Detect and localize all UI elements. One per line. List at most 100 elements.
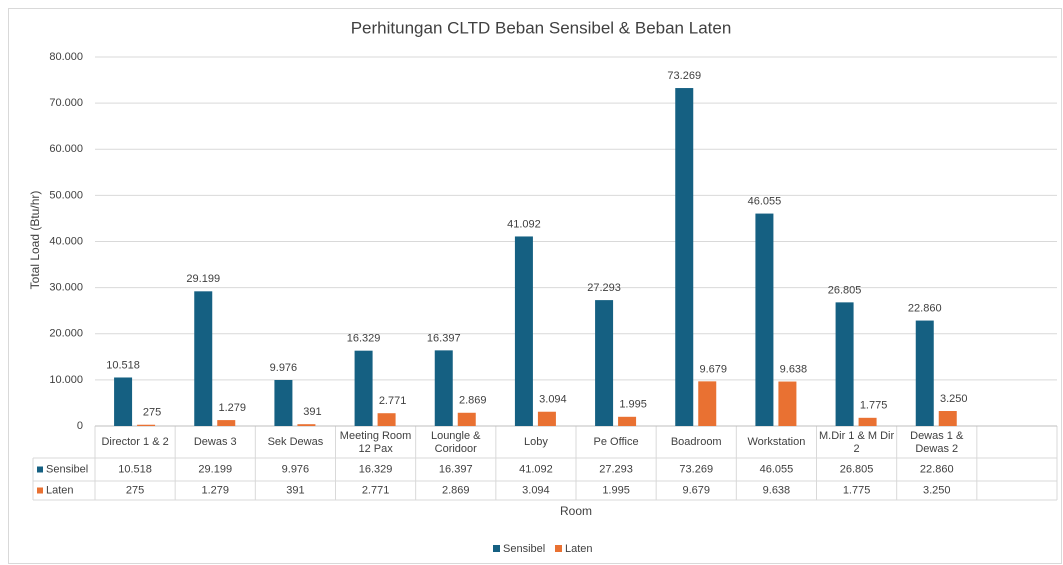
legend-label: Sensibel	[503, 543, 545, 555]
x-tick-label: Boadroom	[670, 436, 722, 448]
x-tick-label-box: Pe Office	[593, 436, 639, 448]
table-cell: 27.293	[599, 463, 633, 475]
data-label: 26.805	[828, 284, 862, 296]
y-tick-label: 30.000	[49, 282, 83, 294]
y-tick-label: 40.000	[49, 235, 83, 247]
chart-title: Perhitungan CLTD Beban Sensibel & Beban …	[351, 18, 732, 37]
x-tick-label-box: Workstation	[747, 436, 806, 448]
bar	[778, 381, 797, 426]
bar	[835, 302, 854, 426]
y-tick-label: 70.000	[49, 97, 83, 109]
table-legend-key	[37, 487, 43, 494]
table-cell: 16.397	[439, 463, 473, 475]
bar	[377, 413, 396, 426]
table-cell: 3.094	[522, 484, 550, 496]
legend-label: Laten	[565, 543, 593, 555]
chart-border	[8, 8, 1062, 564]
legend-key	[493, 545, 500, 552]
bar	[858, 417, 877, 426]
table-cell: 29.199	[198, 463, 232, 475]
x-tick-label: Meeting Room 12 Pax	[339, 429, 412, 455]
x-tick-label: M.Dir 1 & M Dir 2	[818, 429, 895, 455]
x-tick-label: Loby	[523, 436, 548, 448]
table-cell: 2.771	[362, 484, 390, 496]
table-cell: 41.092	[519, 463, 553, 475]
x-tick-label: Pe Office	[593, 436, 639, 448]
x-tick-label-box: Loungle & Coridoor	[431, 430, 481, 455]
bar	[698, 381, 717, 426]
y-tick-label: 80.000	[49, 51, 83, 63]
data-label: 9.679	[699, 363, 727, 375]
data-label: 16.397	[427, 332, 461, 344]
bar	[114, 377, 133, 426]
data-label: 9.638	[780, 363, 808, 375]
bar	[137, 424, 156, 426]
x-tick-label: Dewas 1 & Dewas 2	[910, 429, 964, 455]
data-label: 29.199	[186, 273, 220, 285]
x-tick-label-box: Dewas 1 & Dewas 2	[910, 429, 964, 455]
data-label: 41.092	[507, 218, 541, 230]
table-cell: 10.518	[118, 463, 152, 475]
data-label: 9.976	[270, 362, 298, 374]
data-label: 10.518	[106, 359, 140, 371]
bar	[618, 416, 637, 426]
table-cell: 26.805	[840, 463, 874, 475]
data-label: 46.055	[748, 195, 782, 207]
table-cell: 73.269	[679, 463, 713, 475]
table-cell: 1.995	[602, 484, 630, 496]
x-axis-title: Room	[560, 504, 592, 518]
x-tick-label-box: Meeting Room 12 Pax	[339, 429, 412, 455]
table-cell: 46.055	[760, 463, 794, 475]
bar	[537, 411, 556, 426]
x-tick-label-box	[978, 427, 1056, 458]
x-tick-label-box: Director 1 & 2	[101, 436, 168, 448]
data-label: 1.995	[619, 399, 647, 411]
table-cell: 1.279	[201, 484, 229, 496]
legend-key	[555, 545, 562, 552]
table-row-label: Laten	[46, 484, 74, 496]
x-tick-label: Sek Dewas	[267, 436, 324, 448]
data-label: 2.869	[459, 395, 487, 407]
data-label: 2.771	[379, 395, 407, 407]
data-label: 3.250	[940, 393, 968, 405]
table-cell: 9.976	[282, 463, 310, 475]
table-cell: 2.869	[442, 484, 470, 496]
table-row-label: Sensibel	[46, 463, 88, 475]
bar	[755, 213, 774, 426]
table-cell: 391	[286, 484, 304, 496]
table-cell: 22.860	[920, 463, 954, 475]
bar	[297, 424, 316, 426]
x-tick-label: Dewas 3	[193, 436, 237, 448]
bar	[274, 379, 293, 426]
bar	[434, 350, 453, 426]
data-label: 1.279	[218, 402, 246, 414]
bar	[595, 300, 614, 426]
bar	[675, 88, 694, 426]
bar	[354, 350, 373, 426]
data-label: 16.329	[347, 333, 381, 345]
data-label: 1.775	[860, 400, 888, 412]
x-tick-label-box: Dewas 3	[193, 436, 237, 448]
x-tick-label-box: Boadroom	[670, 436, 722, 448]
y-tick-label: 20.000	[49, 328, 83, 340]
bar	[217, 420, 236, 426]
bar	[457, 412, 476, 426]
table-cell: 275	[126, 484, 144, 496]
table-cell: 9.638	[763, 484, 791, 496]
data-label: 73.269	[667, 70, 701, 82]
y-tick-label: 0	[77, 420, 83, 432]
data-label: 391	[303, 406, 321, 418]
y-tick-label: 50.000	[49, 189, 83, 201]
bar	[915, 320, 934, 426]
table-cell: 3.250	[923, 484, 951, 496]
y-tick-label: 60.000	[49, 143, 83, 155]
table-cell: 1.775	[843, 484, 871, 496]
x-tick-label-box: Loby	[523, 436, 548, 448]
x-tick-label-box: M.Dir 1 & M Dir 2	[818, 429, 895, 455]
y-axis-title: Total Load (Btu/hr)	[28, 191, 42, 290]
bar	[938, 411, 957, 426]
x-tick-label: Workstation	[747, 436, 806, 448]
x-tick-label	[978, 427, 1056, 458]
data-label: 22.860	[908, 302, 942, 314]
